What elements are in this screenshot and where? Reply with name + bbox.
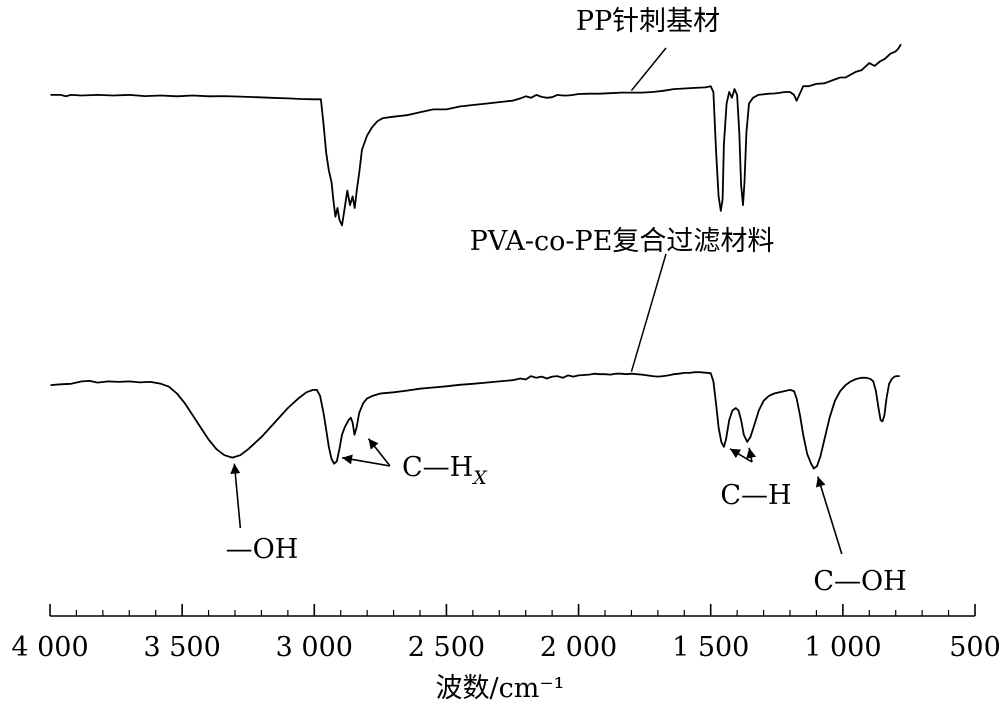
x-tick-label: 3 500 (143, 632, 220, 663)
x-tick-label: 4 000 (11, 632, 88, 663)
series-line-2 (50, 371, 900, 470)
annotations: —OH C—HX C—H C—OH (226, 438, 907, 597)
series-label-leader (630, 253, 667, 372)
series-labels: PP针刺基材 PVA-co-PE复合过滤材料 (470, 6, 775, 372)
x-tick-label: 2 500 (408, 632, 485, 663)
annotation-label: C—H (720, 480, 791, 511)
annotation-arrow (746, 447, 757, 463)
x-tick-label: 1 500 (672, 632, 749, 663)
x-minor-ticks (75, 610, 950, 616)
annotation-arrow (230, 463, 242, 529)
series-label-leader (630, 47, 667, 92)
annotation-arrow (367, 438, 391, 467)
series-line-1 (50, 43, 902, 227)
series-label-2: PVA-co-PE复合过滤材料 (470, 226, 775, 257)
annotation-subscript: X (471, 467, 488, 489)
x-tick-label: 2 000 (540, 632, 617, 663)
annotation-arrow (815, 476, 843, 555)
annotation-arrow (729, 448, 753, 463)
x-axis-title: 波数/cm⁻¹ (436, 673, 565, 704)
x-tick-label: 1 000 (804, 632, 881, 663)
annotation-label: —OH (226, 534, 299, 565)
annotation-label: C—HX (402, 452, 488, 489)
annotation-arrow (341, 454, 391, 467)
x-tick-label: 500 (949, 632, 1000, 663)
series-label-1: PP针刺基材 (576, 6, 720, 37)
annotation-label: C—OH (813, 566, 906, 597)
x-ticks: 4 000 3 500 3 000 2 500 2 000 1 500 1 000 500 (11, 604, 1000, 663)
series-layer (50, 43, 902, 470)
x-tick-label: 3 000 (276, 632, 353, 663)
